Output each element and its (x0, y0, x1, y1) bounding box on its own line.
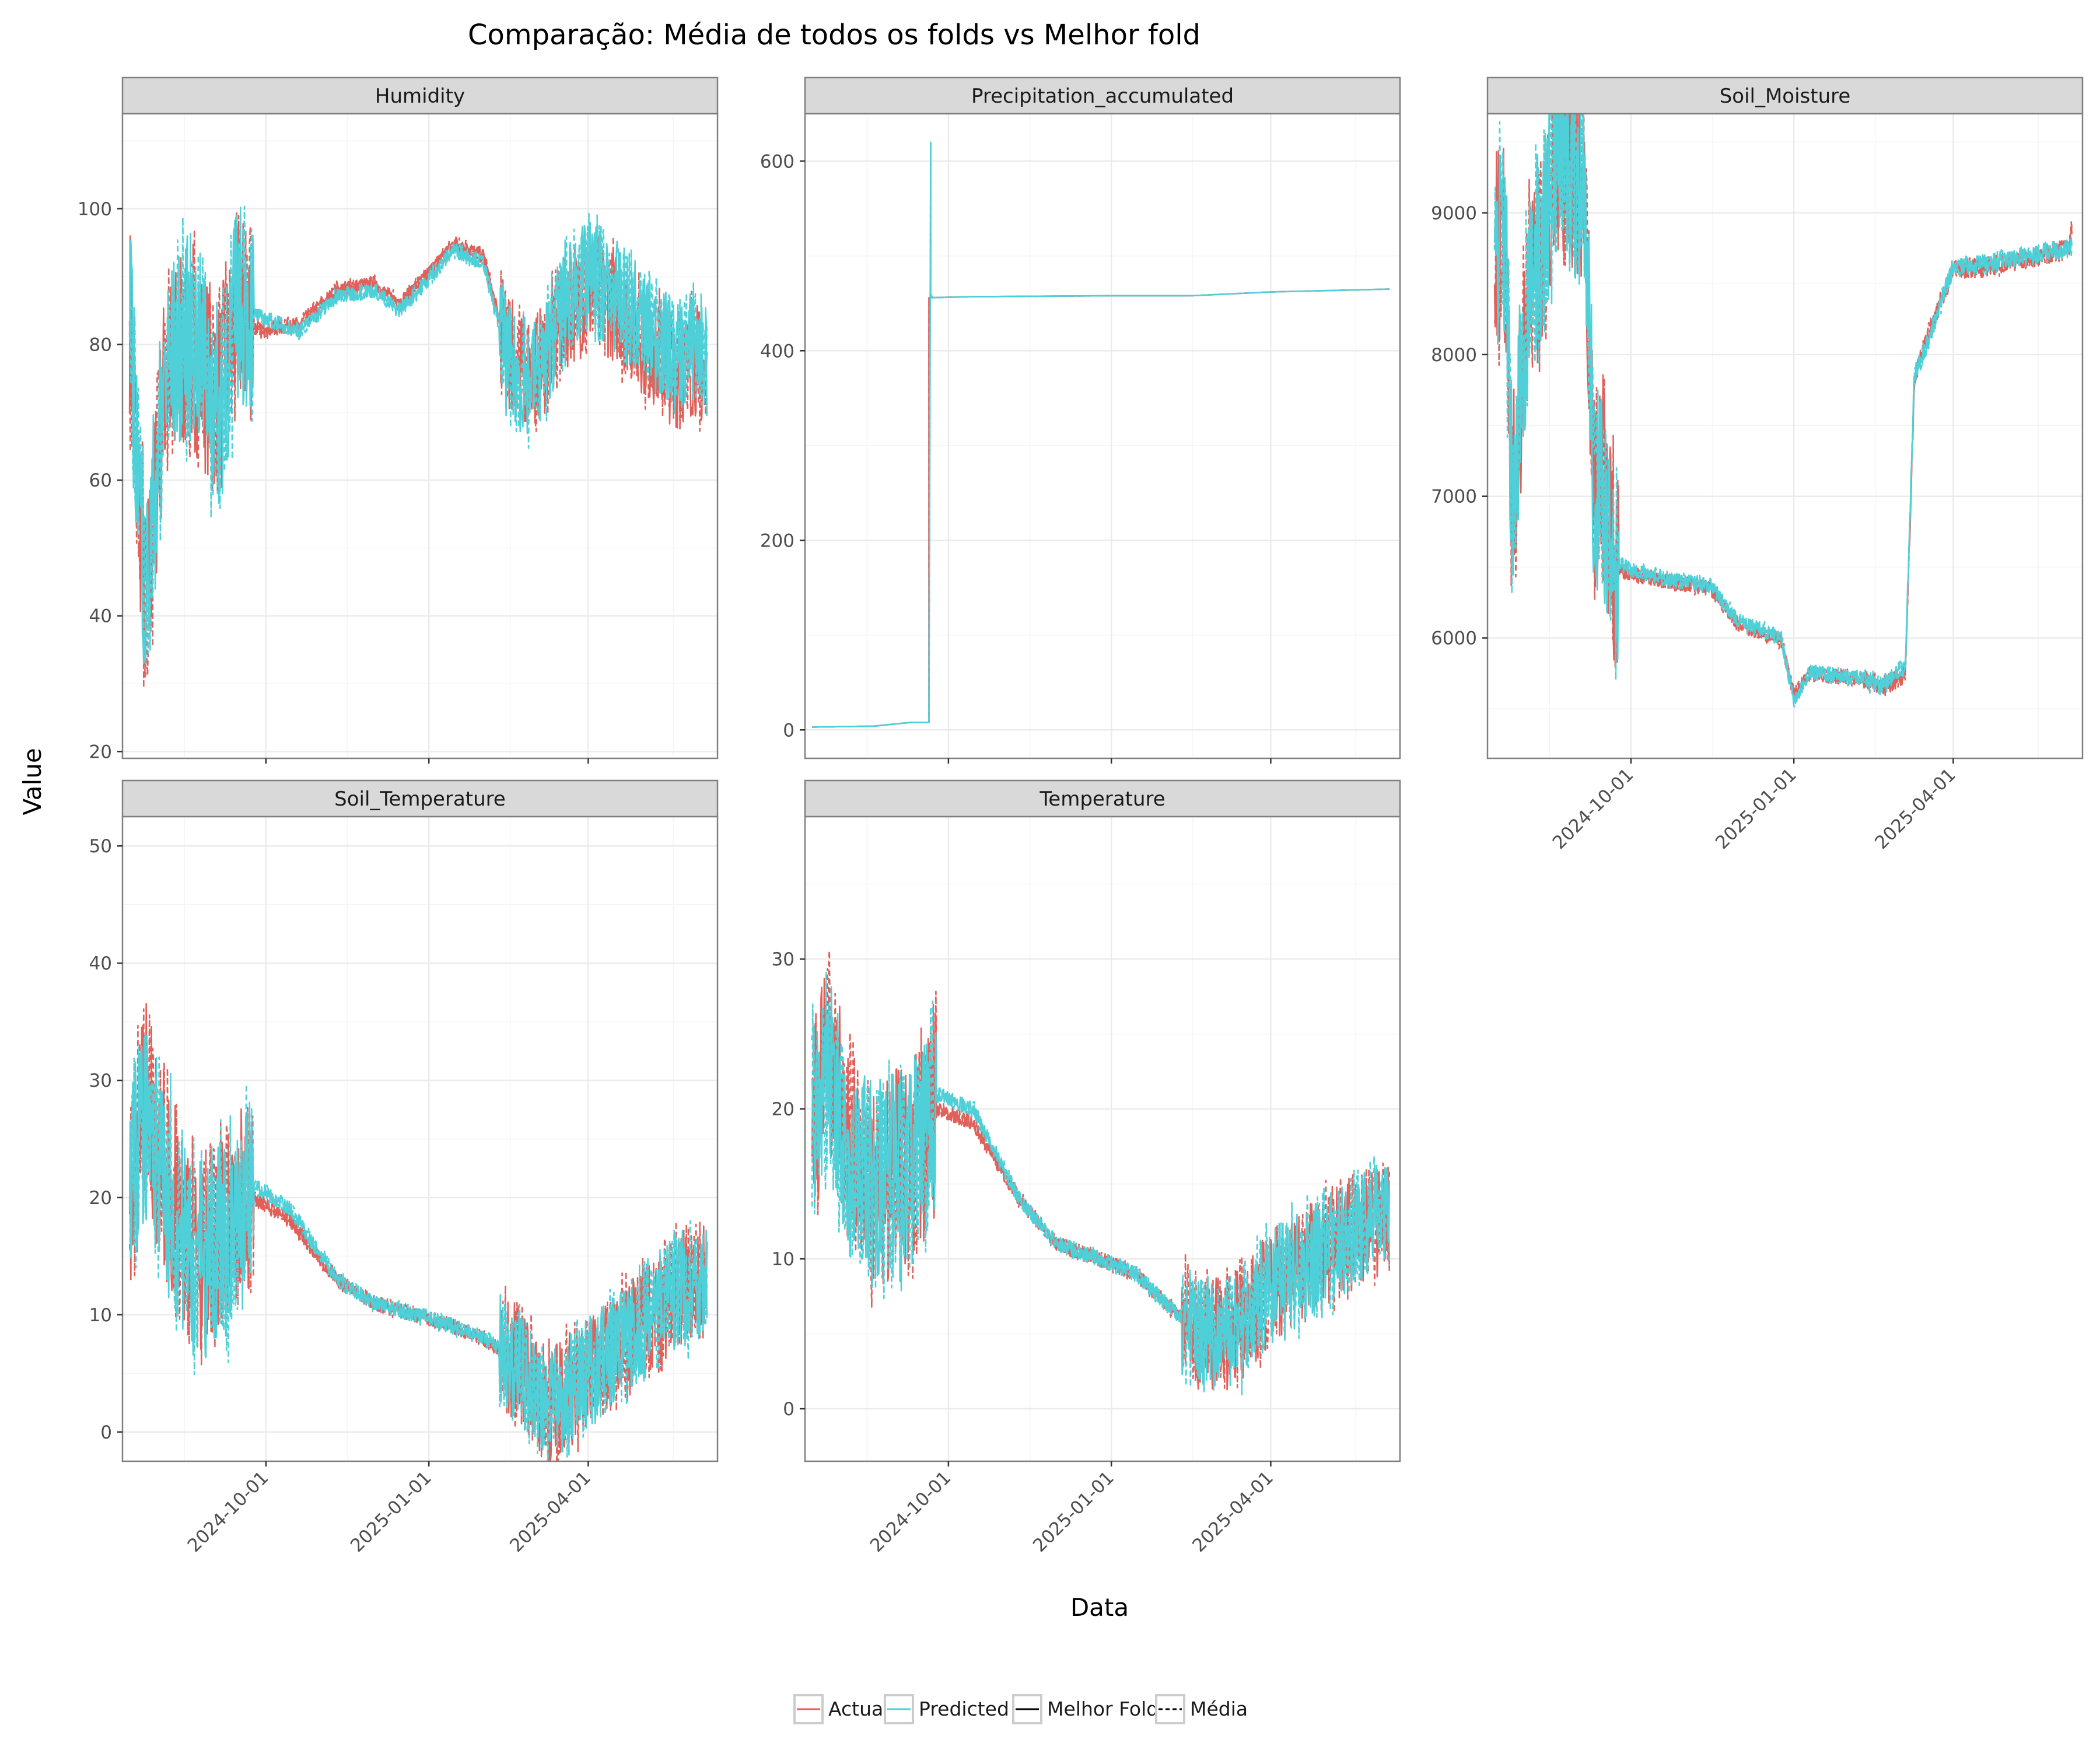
y-tick-label: 10 (772, 1249, 794, 1270)
series-line-predicted-media (812, 141, 1390, 728)
y-tick-label: 600 (760, 151, 794, 172)
y-tick-label: 30 (89, 1070, 112, 1091)
y-tick-label: 6000 (1431, 628, 1477, 649)
facet-strip-label: Soil_Moisture (1720, 85, 1851, 108)
y-axis-title: Value (18, 748, 47, 815)
legend: Actual Predicted Melhor Fold Média (793, 1694, 1248, 1724)
data-layer (812, 141, 1390, 728)
panel-border (804, 816, 1401, 1462)
y-tick-label: 0 (783, 720, 794, 741)
y-tick-label: 20 (89, 741, 112, 762)
legend-item-média: Média (1155, 1694, 1248, 1724)
legend-label: Predicted (919, 1698, 1009, 1720)
facet-strip-label: Soil_Temperature (334, 788, 506, 811)
x-axis-title: Data (1070, 1593, 1129, 1622)
series-line-predicted-media (811, 971, 1391, 1395)
y-tick-label: 30 (772, 949, 794, 970)
facet-strip-label: Precipitation_accumulated (971, 85, 1234, 108)
y-tick-label: 200 (760, 530, 794, 551)
panel-border (121, 816, 719, 1462)
series-line-predicted-media (1493, 114, 2073, 708)
y-tick-label: 9000 (1431, 203, 1477, 224)
y-tick-label: 0 (783, 1399, 794, 1420)
data-layer (128, 1003, 708, 1461)
y-tick-label: 7000 (1431, 487, 1477, 508)
y-tick-label: 20 (772, 1099, 794, 1120)
y-tick-label: 40 (89, 606, 112, 627)
y-tick-label: 8000 (1431, 345, 1477, 366)
panel-humidity: Humidity 20 40 60 80 100 (78, 76, 719, 764)
legend-label: Média (1190, 1698, 1248, 1720)
legend-label: Melhor Fold (1047, 1698, 1158, 1720)
chart-title: Comparação: Média de todos os folds vs M… (468, 19, 1200, 51)
y-tick-label: 40 (89, 953, 112, 974)
panel-border (1486, 113, 2084, 760)
facet-strip-label: Humidity (375, 85, 465, 108)
data-layer (1493, 114, 2073, 708)
legend-item-melhor-fold: Melhor Fold (1012, 1694, 1158, 1724)
legend-item-actual: Actual (793, 1694, 888, 1724)
series-line-predicted-melhor-fold (128, 206, 708, 665)
y-tick-label: 10 (89, 1305, 112, 1326)
legend-item-predicted: Predicted (884, 1694, 1009, 1724)
facet-strip (121, 76, 719, 115)
y-tick-label: 0 (100, 1422, 112, 1443)
plot-area (805, 114, 1400, 758)
y-tick-label: 400 (760, 341, 794, 362)
legend-label: Actual (828, 1698, 888, 1720)
facet-strip-label: Temperature (1039, 788, 1165, 811)
panel-precipitation-accumulated: Precipitation_accumulated 0 200 400 600 (760, 76, 1401, 764)
y-tick-label: 80 (89, 334, 112, 355)
facet-strip (121, 779, 719, 818)
y-tick-label: 50 (89, 836, 112, 857)
series-line-predicted-media (128, 1033, 708, 1461)
data-layer (811, 950, 1391, 1395)
data-layer (128, 205, 708, 689)
series-line-predicted-media (128, 205, 708, 654)
y-tick-label: 20 (89, 1188, 112, 1209)
panel-border (804, 113, 1401, 760)
panel-border (121, 113, 719, 760)
facet-strip (804, 76, 1401, 115)
y-tick-label: 100 (78, 199, 112, 220)
facet-strip (804, 779, 1401, 818)
y-tick-label: 60 (89, 470, 112, 491)
